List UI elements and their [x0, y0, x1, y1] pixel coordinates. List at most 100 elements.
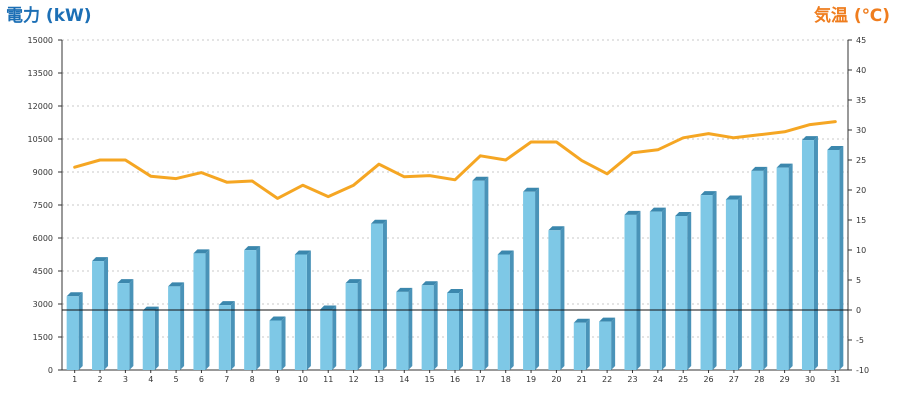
x-tick-label: 31 — [830, 375, 840, 384]
bar — [624, 214, 637, 370]
bar-side — [459, 289, 463, 370]
x-tick-label: 21 — [577, 375, 587, 384]
x-tick-label: 25 — [678, 375, 688, 384]
x-tick-label: 4 — [148, 375, 153, 384]
bar-top — [751, 166, 768, 171]
bar-top — [776, 163, 793, 168]
right-tick-label: 40 — [856, 66, 866, 75]
bar-top — [345, 279, 362, 284]
left-tick-label: 12000 — [28, 102, 53, 111]
x-tick-label: 28 — [754, 375, 764, 384]
bar-side — [535, 187, 540, 370]
bar — [396, 291, 409, 370]
bar-side — [839, 146, 844, 370]
bar-top — [447, 289, 463, 293]
bar-side — [408, 287, 413, 370]
bar-top — [827, 146, 844, 150]
left-tick-label: 9000 — [33, 168, 53, 177]
bar-top — [168, 282, 185, 287]
right-tick-label: -10 — [856, 366, 869, 375]
right-axis-title: 気温 (℃) — [813, 6, 890, 26]
bar — [523, 191, 536, 370]
bar-side — [585, 318, 590, 370]
bar-side — [332, 305, 337, 370]
bar-top — [624, 210, 641, 215]
x-tick-label: 16 — [450, 375, 460, 384]
x-tick-label: 11 — [323, 375, 333, 384]
bar-top — [92, 257, 109, 262]
bar-top — [472, 176, 489, 181]
bar — [497, 254, 510, 370]
bar-top — [725, 195, 742, 200]
x-tick-label: 13 — [374, 375, 384, 384]
bar — [168, 286, 181, 370]
x-tick-label: 22 — [602, 375, 612, 384]
left-tick-label: 6000 — [33, 234, 53, 243]
bar — [294, 254, 307, 370]
bar — [447, 293, 459, 370]
left-tick-label: 0 — [48, 366, 53, 375]
temperature-line — [73, 120, 837, 200]
bar — [573, 322, 586, 370]
bar-top — [66, 292, 83, 297]
bar-side — [154, 306, 159, 370]
left-tick-label: 3000 — [33, 300, 53, 309]
bar-top — [801, 136, 818, 141]
bar — [725, 199, 738, 370]
bar — [142, 310, 155, 370]
right-tick-label: 35 — [856, 96, 866, 105]
left-axis-title: 電力 (kW) — [6, 6, 92, 26]
bar-top — [218, 301, 235, 306]
bar-side — [611, 317, 616, 370]
right-tick-label: 0 — [856, 306, 861, 315]
bar-side — [78, 292, 83, 370]
bar-top — [649, 207, 666, 212]
bar-top — [599, 317, 616, 322]
bar-side — [813, 136, 818, 370]
bar-side — [788, 163, 793, 370]
bar — [421, 285, 434, 370]
bar-top — [193, 249, 210, 254]
bar-top — [294, 250, 311, 255]
x-tick-label: 9 — [275, 375, 280, 384]
bar — [548, 230, 561, 370]
right-tick-label: 10 — [856, 246, 866, 255]
x-tick-label: 14 — [399, 375, 409, 384]
right-tick-label: 30 — [856, 126, 866, 135]
left-tick-label: 13500 — [28, 69, 53, 78]
bar-top — [320, 305, 337, 310]
right-tick-label: -5 — [856, 336, 864, 345]
bar — [801, 140, 814, 370]
bar-side — [180, 282, 185, 370]
bar-side — [357, 279, 362, 370]
bar-top — [370, 219, 387, 224]
bar-top — [675, 212, 692, 216]
x-tick-label: 26 — [703, 375, 713, 384]
bar-side — [129, 279, 134, 370]
left-tick-label: 10500 — [28, 135, 53, 144]
x-tick-label: 30 — [805, 375, 815, 384]
x-tick-label: 1 — [72, 375, 77, 384]
x-tick-label: 3 — [123, 375, 128, 384]
left-tick-label: 1500 — [33, 333, 53, 342]
bar-side — [433, 281, 438, 370]
x-tick-label: 20 — [551, 375, 561, 384]
x-tick-label: 5 — [174, 375, 179, 384]
bar-top — [421, 281, 438, 286]
bar-side — [661, 207, 666, 370]
bar — [345, 283, 358, 370]
bar-top — [117, 279, 134, 284]
bar-side — [281, 316, 286, 370]
bar-side — [104, 257, 109, 370]
x-tick-label: 7 — [224, 375, 229, 384]
x-tick-label: 6 — [199, 375, 204, 384]
x-tick-label: 2 — [97, 375, 102, 384]
x-tick-label: 27 — [729, 375, 739, 384]
left-tick-label: 15000 — [28, 36, 53, 45]
right-tick-label: 20 — [856, 186, 866, 195]
right-tick-label: 5 — [856, 276, 861, 285]
left-tick-label: 4500 — [33, 267, 53, 276]
bar-side — [560, 226, 565, 370]
